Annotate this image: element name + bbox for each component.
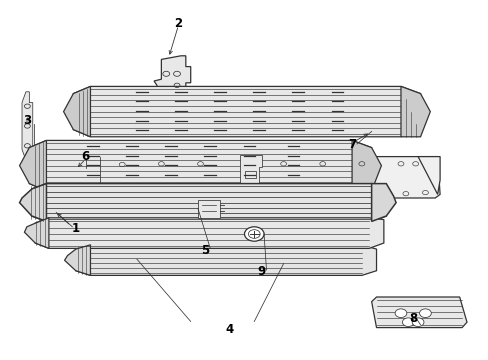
Polygon shape bbox=[32, 184, 386, 221]
Text: 1: 1 bbox=[72, 222, 80, 235]
Text: 7: 7 bbox=[347, 138, 355, 150]
Polygon shape bbox=[24, 218, 49, 248]
Text: 5: 5 bbox=[201, 244, 209, 257]
Text: 8: 8 bbox=[408, 312, 416, 325]
Polygon shape bbox=[64, 245, 90, 275]
Circle shape bbox=[244, 227, 264, 241]
Polygon shape bbox=[29, 140, 371, 191]
Polygon shape bbox=[417, 157, 439, 194]
Polygon shape bbox=[22, 92, 33, 160]
Polygon shape bbox=[76, 245, 376, 275]
Polygon shape bbox=[20, 140, 46, 191]
Circle shape bbox=[419, 309, 430, 318]
Circle shape bbox=[402, 318, 413, 327]
Text: 6: 6 bbox=[81, 150, 89, 163]
Polygon shape bbox=[83, 157, 439, 198]
Polygon shape bbox=[73, 86, 420, 137]
Text: 9: 9 bbox=[257, 265, 265, 278]
Polygon shape bbox=[351, 140, 381, 191]
Polygon shape bbox=[20, 184, 46, 221]
Polygon shape bbox=[63, 86, 90, 137]
Polygon shape bbox=[154, 56, 190, 90]
Polygon shape bbox=[400, 86, 429, 137]
Polygon shape bbox=[198, 200, 220, 218]
Text: 2: 2 bbox=[174, 17, 182, 30]
Polygon shape bbox=[239, 155, 261, 198]
Text: 4: 4 bbox=[225, 323, 233, 336]
Polygon shape bbox=[35, 218, 383, 248]
Circle shape bbox=[411, 318, 423, 327]
Circle shape bbox=[394, 309, 406, 318]
Polygon shape bbox=[371, 297, 466, 328]
Text: 3: 3 bbox=[23, 114, 31, 127]
Polygon shape bbox=[371, 184, 395, 221]
